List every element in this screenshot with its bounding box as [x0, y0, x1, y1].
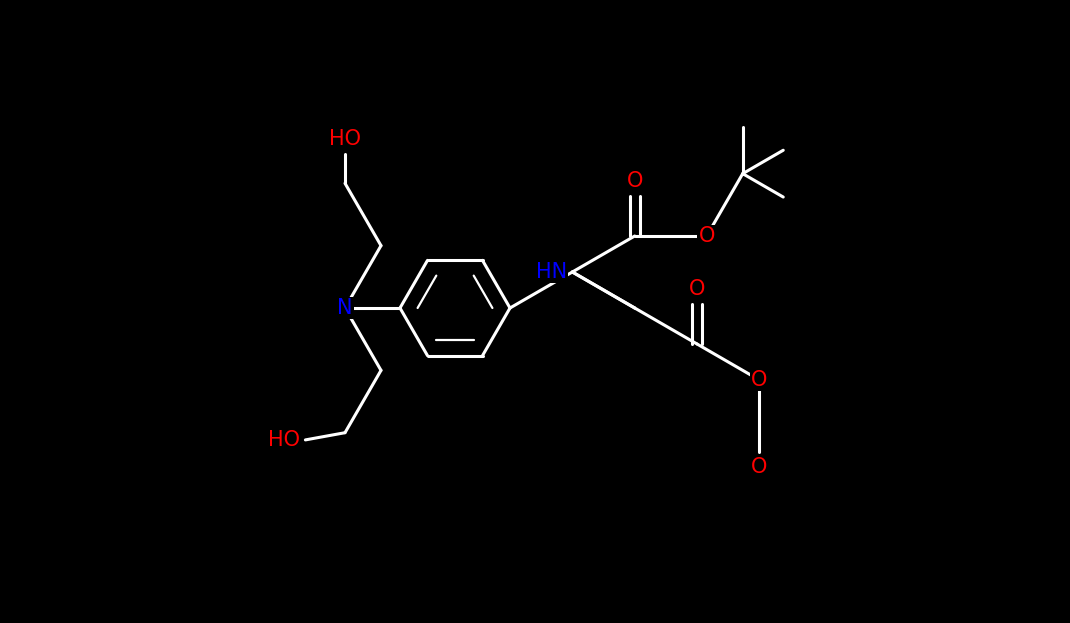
Text: HO: HO: [328, 130, 361, 150]
Text: N: N: [337, 298, 353, 318]
Text: HO: HO: [269, 430, 301, 450]
Text: O: O: [751, 457, 767, 477]
Text: O: O: [689, 279, 705, 300]
Text: O: O: [627, 171, 643, 191]
Text: O: O: [751, 370, 767, 390]
Text: O: O: [699, 226, 715, 246]
Text: HN: HN: [536, 262, 567, 282]
